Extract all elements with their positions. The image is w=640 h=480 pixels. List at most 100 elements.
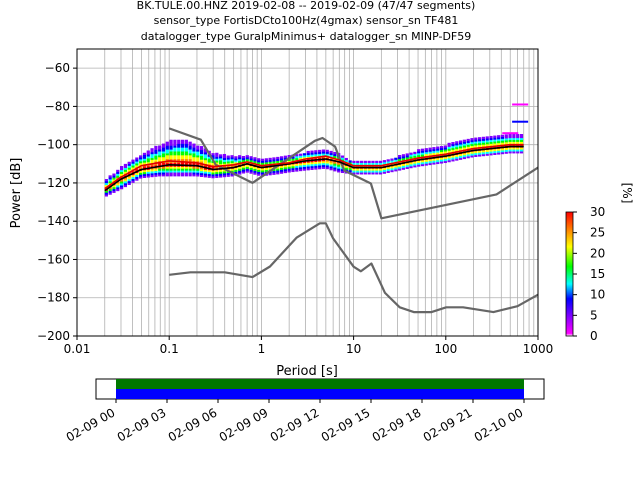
psd-density-cell — [173, 158, 177, 162]
psd-density-cell — [508, 134, 512, 137]
psd-density-cell — [325, 165, 329, 168]
psd-density-cell — [146, 150, 150, 153]
psd-density-cell — [359, 162, 364, 165]
psd-density-cell — [245, 155, 249, 158]
psd-density-cell — [184, 162, 188, 165]
psd-density-cell — [116, 188, 120, 192]
psd-density-cell — [455, 141, 459, 144]
psd-density-cell — [203, 156, 207, 159]
psd-density-cell — [333, 151, 337, 155]
psd-density-cell — [150, 169, 154, 172]
psd-density-cell — [219, 169, 223, 172]
psd-density-cell — [184, 153, 188, 156]
psd-density-cell — [104, 192, 108, 195]
psd-density-cell — [150, 161, 154, 164]
psd-density-cell — [196, 168, 200, 171]
psd-density-cell — [150, 159, 154, 162]
psd-density-cell — [219, 160, 223, 163]
psd-density-cell — [432, 150, 436, 154]
psd-density-cell — [470, 143, 474, 147]
psd-density-cell — [150, 150, 154, 153]
psd-density-cell — [211, 174, 215, 177]
psd-density-cell — [161, 149, 166, 152]
x-tick-label: 1 — [258, 342, 266, 356]
psd-density-cell — [516, 151, 520, 154]
psd-density-cell — [234, 171, 238, 174]
psd-density-cell — [127, 180, 131, 184]
psd-density-cell — [314, 152, 318, 155]
psd-density-cell — [352, 170, 356, 173]
psd-density-cell — [519, 141, 524, 144]
psd-density-cell — [222, 153, 227, 157]
psd-density-cell — [192, 158, 196, 162]
psd-density-cell — [177, 145, 181, 148]
psd-density-cell — [203, 175, 207, 178]
psd-density-cell — [108, 186, 112, 189]
psd-density-cell — [417, 160, 421, 163]
psd-density-cell — [257, 167, 261, 170]
psd-density-cell — [276, 168, 280, 171]
psd-density-cell — [188, 155, 192, 158]
psd-density-cell — [199, 170, 204, 174]
psd-density-cell — [417, 162, 421, 165]
psd-density-cell — [142, 170, 147, 173]
psd-density-cell — [169, 143, 173, 146]
psd-density-cell — [462, 145, 466, 148]
psd-density-cell — [146, 169, 150, 172]
psd-density-cell — [215, 175, 219, 178]
psd-density-cell — [489, 141, 493, 144]
psd-density-cell — [230, 155, 234, 158]
y-tick-label: −120 — [37, 176, 70, 190]
psd-density-cell — [230, 168, 234, 171]
psd-density-cell — [481, 142, 486, 145]
psd-density-cell — [146, 161, 150, 165]
psd-density-cell — [481, 153, 486, 157]
psd-density-cell — [508, 147, 512, 150]
psd-density-cell — [287, 155, 291, 158]
psd-density-cell — [154, 168, 158, 172]
psd-density-cell — [409, 152, 413, 155]
psd-density-cell — [203, 148, 207, 151]
psd-density-cell — [139, 159, 143, 162]
psd-density-cell — [466, 138, 470, 142]
psd-density-cell — [276, 160, 280, 163]
psd-density-cell — [215, 156, 219, 159]
psd-density-cell — [158, 151, 162, 154]
psd-density-cell — [199, 157, 204, 160]
psd-density-cell — [398, 158, 402, 162]
psd-density-cell — [119, 173, 124, 176]
psd-density-cell — [192, 147, 196, 150]
psd-density-cell — [139, 155, 143, 158]
psd-density-cell — [161, 162, 166, 165]
psd-density-cell — [135, 174, 139, 177]
psd-density-cell — [154, 157, 158, 160]
psd-density-cell — [146, 154, 150, 157]
psd-density-cell — [508, 149, 512, 152]
psd-density-cell — [504, 142, 508, 145]
psd-density-cell — [154, 153, 158, 156]
psd-density-cell — [230, 160, 234, 164]
psd-density-cell — [489, 135, 493, 139]
psd-density-cell — [519, 147, 524, 150]
psd-density-cell — [325, 149, 329, 152]
psd-density-cell — [196, 174, 200, 177]
psd-density-cell — [207, 169, 211, 173]
psd-density-cell — [348, 164, 352, 167]
psd-density-cell — [257, 160, 261, 163]
psd-density-cell — [184, 174, 188, 177]
psd-density-cell — [253, 157, 257, 160]
psd-density-cell — [135, 161, 139, 164]
psd-density-cell — [158, 149, 162, 152]
psd-density-cell — [413, 165, 417, 168]
psd-density-cell — [142, 171, 147, 175]
psd-density-cell — [196, 162, 200, 166]
psd-density-cell — [215, 166, 219, 169]
psd-density-cell — [207, 166, 211, 169]
psd-density-cell — [150, 165, 154, 168]
psd-density-cell — [257, 169, 261, 172]
psd-density-cell — [455, 154, 459, 157]
psd-density-cell — [165, 174, 169, 177]
psd-density-cell — [257, 171, 261, 174]
psd-density-cell — [359, 160, 364, 163]
psd-density-cell — [211, 176, 215, 179]
